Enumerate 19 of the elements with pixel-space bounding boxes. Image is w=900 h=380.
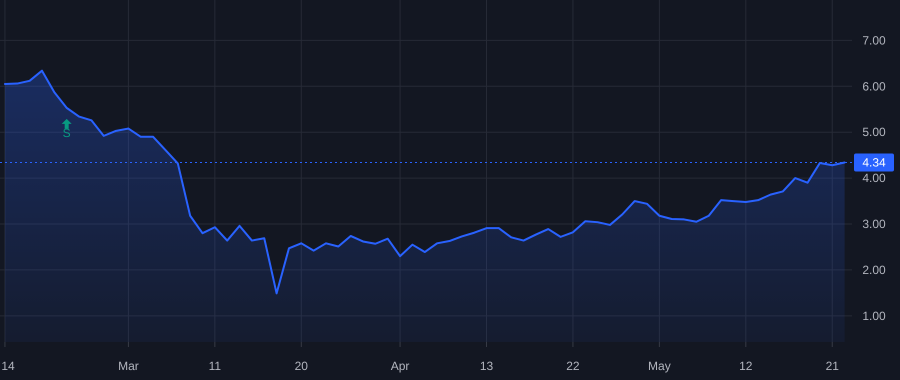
x-tick-label: Mar	[118, 359, 139, 373]
y-tick-label: 7.00	[862, 33, 886, 48]
y-tick-label: 3.00	[862, 217, 886, 232]
x-tick-label: May	[648, 359, 671, 373]
y-tick-label: 4.00	[862, 171, 886, 186]
x-tick-label: 12	[739, 359, 753, 373]
x-tick-label: 22	[566, 359, 580, 373]
x-tick-label: 21	[826, 359, 840, 373]
x-tick-label: 13	[480, 359, 494, 373]
x-tick-label: 14	[1, 359, 15, 373]
x-tick-label: 20	[294, 359, 308, 373]
y-tick-label: 5.00	[862, 125, 886, 140]
y-tick-label: 1.00	[862, 308, 886, 323]
x-tick-label: Apr	[390, 359, 410, 373]
x-tick-label: 11	[208, 359, 222, 373]
annotation: S	[62, 126, 71, 140]
y-tick-label: 2.00	[862, 262, 886, 277]
ref-line-label: 4.34	[862, 156, 886, 170]
y-tick-label: 6.00	[862, 79, 886, 94]
